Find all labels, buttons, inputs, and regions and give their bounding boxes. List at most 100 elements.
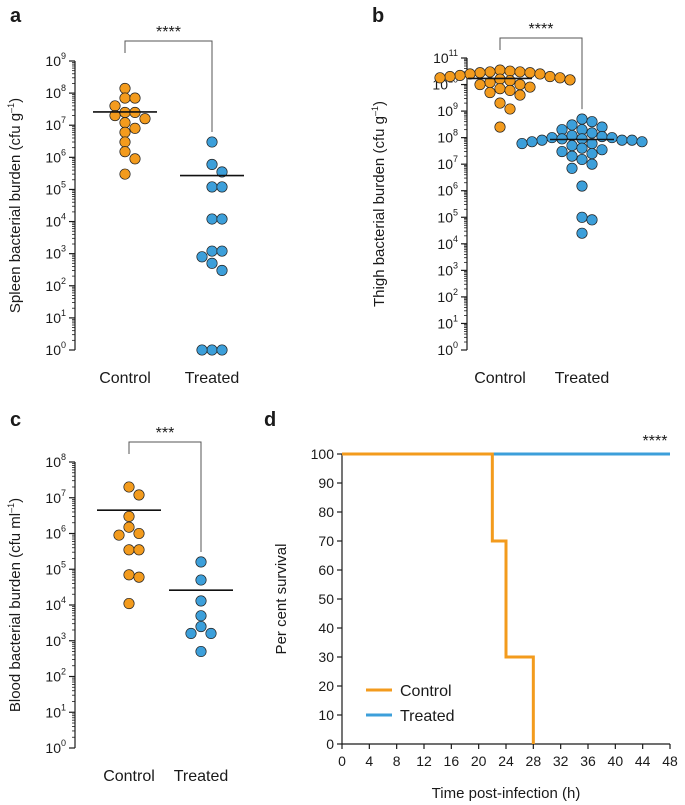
data-point-control — [504, 103, 516, 115]
data-point-control — [524, 81, 536, 93]
y-tick-label: 104 — [45, 212, 66, 230]
data-point-treated — [195, 620, 207, 633]
tick-exponent: 7 — [61, 115, 66, 125]
tick-base: 10 — [45, 278, 61, 294]
significance-stars: **** — [643, 433, 668, 450]
y-tick-label: 40 — [318, 620, 334, 636]
significance-bracket — [124, 40, 213, 133]
tick-base: 10 — [45, 149, 61, 165]
data-point-control — [109, 110, 121, 122]
data-point-treated — [205, 627, 217, 640]
x-category-label: Control — [474, 370, 526, 387]
data-point-control — [504, 65, 516, 77]
data-point-control — [119, 126, 131, 138]
y-axis-label-part: –1 — [6, 503, 16, 513]
y-tick-label: 109 — [45, 51, 66, 69]
tick-exponent: 3 — [61, 244, 66, 254]
data-point-treated — [586, 148, 598, 160]
data-point-treated — [576, 142, 588, 154]
tick-exponent: 2 — [61, 276, 66, 286]
data-point-control — [119, 136, 131, 148]
tick-base: 10 — [45, 214, 61, 230]
y-tick-label: 80 — [318, 504, 334, 520]
x-tick-label: 20 — [471, 753, 487, 769]
x-tick-label: 32 — [553, 753, 569, 769]
data-point-treated — [206, 213, 218, 225]
panel-b: b10010110210310410510610710810910101011T… — [370, 5, 648, 387]
panel-letter: a — [10, 5, 22, 27]
x-category-label: Treated — [174, 768, 229, 785]
tick-base: 10 — [437, 130, 453, 146]
data-point-treated — [216, 166, 228, 178]
tick-exponent: 3 — [61, 631, 66, 641]
y-axis-label: Thigh bacterial burden (cfu g–1) — [370, 101, 388, 307]
tick-base: 10 — [437, 156, 453, 172]
y-tick-label: 101 — [45, 702, 66, 720]
data-point-control — [133, 489, 145, 501]
series-line-control — [342, 452, 535, 744]
tick-exponent: 8 — [61, 83, 66, 93]
x-tick-label: 40 — [608, 753, 624, 769]
tick-exponent: 7 — [453, 154, 458, 164]
data-point-treated — [206, 344, 218, 356]
tick-base: 10 — [45, 117, 61, 133]
y-tick-label: 102 — [45, 276, 66, 294]
tick-base: 10 — [45, 310, 61, 326]
data-point-control — [504, 84, 516, 96]
y-tick-label: 102 — [45, 667, 66, 685]
tick-base: 10 — [45, 740, 61, 756]
tick-exponent: 8 — [61, 452, 66, 462]
data-point-control — [494, 121, 506, 133]
data-point-control — [123, 510, 135, 522]
data-point-control — [129, 153, 141, 165]
data-point-treated — [576, 153, 588, 166]
data-point-treated — [206, 181, 218, 193]
data-point-control — [109, 100, 121, 112]
data-point-control — [113, 529, 125, 541]
y-tick-label: 101 — [45, 308, 66, 326]
data-point-treated — [596, 121, 608, 133]
y-tick-label: 0 — [326, 736, 334, 752]
tick-exponent: 2 — [453, 287, 458, 297]
data-point-treated — [216, 264, 228, 277]
y-tick-label: 103 — [437, 260, 458, 278]
x-category-label: Control — [99, 370, 151, 387]
data-point-control — [474, 67, 486, 79]
panel-letter: c — [10, 409, 21, 431]
data-point-control — [133, 544, 145, 556]
data-point-treated — [195, 645, 207, 658]
y-tick-label: 106 — [437, 181, 458, 199]
data-point-treated — [195, 556, 207, 568]
tick-base: 10 — [437, 315, 453, 331]
tick-exponent: 1 — [61, 702, 66, 712]
data-point-control — [434, 72, 446, 84]
data-point-treated — [216, 245, 228, 257]
y-tick-label: 108 — [45, 83, 66, 101]
data-point-control — [544, 71, 556, 83]
data-point-treated — [586, 127, 598, 139]
tick-exponent: 9 — [61, 51, 66, 61]
tick-base: 10 — [45, 597, 61, 613]
y-axis-label-part: –1 — [370, 106, 380, 116]
y-tick-label: 10 — [318, 707, 334, 723]
data-point-control — [514, 89, 526, 101]
y-tick-label: 102 — [437, 287, 458, 305]
data-point-control — [119, 117, 131, 129]
data-point-treated — [616, 134, 628, 146]
data-point-treated — [636, 136, 648, 148]
y-tick-label: 105 — [45, 179, 66, 197]
data-point-treated — [206, 257, 218, 269]
y-axis-label: Per cent survival — [273, 544, 290, 655]
significance-stars: **** — [529, 21, 554, 38]
y-tick-label: 108 — [437, 128, 458, 146]
x-tick-label: 12 — [416, 753, 432, 769]
tick-base: 10 — [45, 53, 61, 69]
y-axis-label-part: Blood bacterial burden (cfu ml — [7, 513, 24, 712]
y-tick-label: 104 — [45, 595, 66, 613]
data-point-treated — [185, 627, 197, 640]
tick-base: 10 — [45, 246, 61, 262]
x-category-label: Control — [103, 768, 155, 785]
